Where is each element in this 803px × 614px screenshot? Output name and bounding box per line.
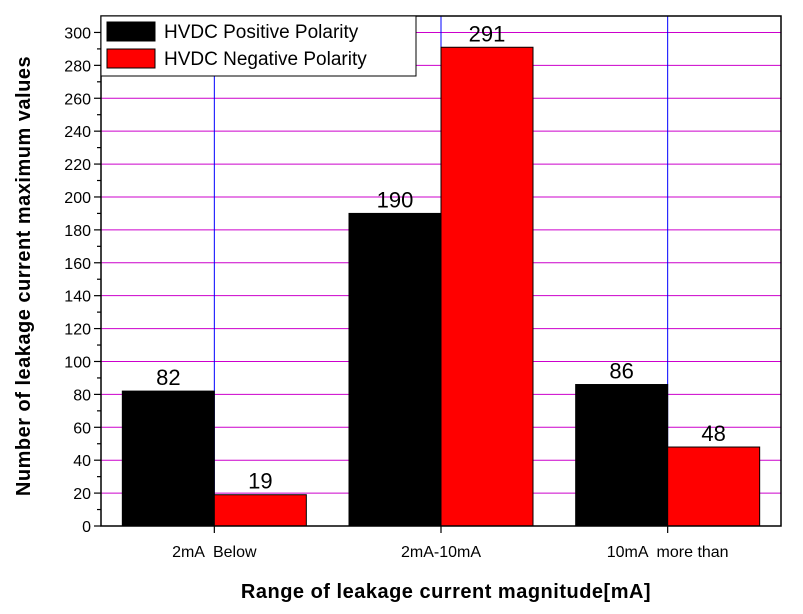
x-tick-label: 2mA-10mA [401,544,481,561]
legend-label: HVDC Positive Polarity [164,22,359,43]
y-tick-label: 140 [64,289,91,306]
x-axis-title: Range of leakage current magnitude[mA] [241,581,651,603]
y-tick-label: 160 [64,256,91,273]
bar-negative-2 [667,446,761,527]
axes [94,15,782,533]
y-tick-label: 240 [64,124,91,141]
x-tick-labels: 2mA Below 2mA-10mA 10mA more than [172,544,728,561]
x-tick-label: 2mA Below [172,544,257,561]
data-label: 190 [377,187,414,212]
bar-positive-2 [575,384,669,527]
y-tick-label: 80 [73,387,91,404]
y-tick-labels: 0 20 40 60 80 100 120 140 160 180 200 220 240 260 280 3… [64,25,91,536]
y-tick-label: 220 [64,157,91,174]
data-label: 48 [701,421,725,446]
bar-negative-0 [213,494,307,527]
data-labels: 82 190 86 19 291 48 [156,21,726,493]
data-label: 86 [609,359,633,384]
y-tick-label: 0 [82,519,91,536]
y-tick-label: 260 [64,91,91,108]
legend-label: HVDC Negative Polarity [164,49,367,70]
legend-swatch [106,48,156,69]
data-label: 19 [248,469,272,494]
bar-negative-1 [440,46,534,527]
y-tick-label: 60 [73,420,91,437]
legend-swatch [106,21,156,42]
y-tick-label: 180 [64,223,91,240]
y-tick-label: 20 [73,486,91,503]
bars [121,46,761,527]
y-tick-label: 40 [73,453,91,470]
y-tick-label: 120 [64,322,91,339]
data-label: 291 [469,21,506,46]
data-label: 82 [156,365,180,390]
bar-positive-0 [121,390,215,527]
y-tick-label: 200 [64,190,91,207]
legend: HVDC Positive Polarity HVDC Negative Pola… [100,15,417,77]
y-tick-label: 300 [64,25,91,42]
y-tick-label: 280 [64,58,91,75]
bar-positive-1 [348,212,442,527]
y-tick-label: 100 [64,354,91,371]
x-tick-label: 10mA more than [607,544,729,561]
y-axis-title: Number of leakage current maximum values [13,56,35,496]
